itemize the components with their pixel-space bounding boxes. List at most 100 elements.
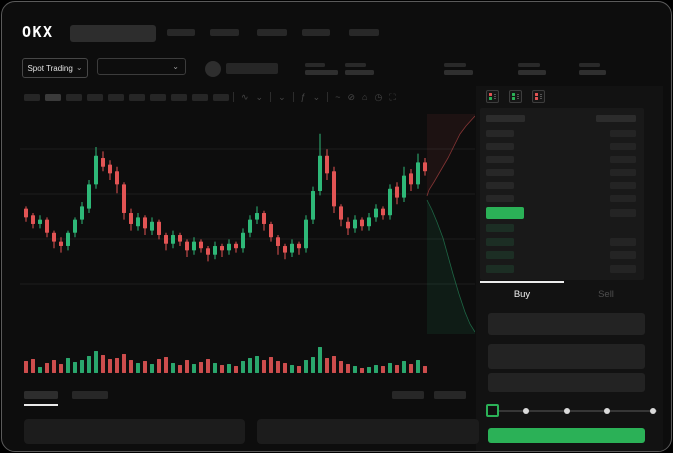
total-input[interactable] xyxy=(488,373,645,392)
timeframe-button-5[interactable] xyxy=(108,94,124,101)
stat-label-2 xyxy=(345,63,366,67)
tab-sell[interactable]: Sell xyxy=(564,287,648,302)
bid-row[interactable] xyxy=(486,238,514,246)
divider xyxy=(292,92,294,102)
stat-value-3 xyxy=(444,70,473,75)
candle-type-chevron-icon[interactable]: ⌄ xyxy=(255,91,264,102)
bid-amount xyxy=(610,251,636,259)
drawing-tools-icon[interactable]: ⊘ xyxy=(347,91,356,102)
stat-label-5 xyxy=(579,63,600,67)
snapshot-icon[interactable]: ⌂ xyxy=(362,92,368,102)
timeframe-button-10[interactable] xyxy=(213,94,229,101)
active-tab-indicator xyxy=(480,281,564,283)
timeframe-button-1[interactable] xyxy=(24,94,40,101)
bottom-action-2[interactable] xyxy=(434,391,466,399)
ask-amount xyxy=(610,195,636,202)
ask-row[interactable] xyxy=(486,169,514,176)
pair-name-placeholder xyxy=(226,63,278,74)
ask-row[interactable] xyxy=(486,195,514,202)
ask-row[interactable] xyxy=(486,143,514,150)
nav-item-3[interactable] xyxy=(257,29,287,36)
ask-amount xyxy=(610,169,636,176)
tab-buy[interactable]: Buy xyxy=(480,287,564,302)
timeframe-button-6[interactable] xyxy=(129,94,145,101)
timeframe-button-7[interactable] xyxy=(150,94,166,101)
ask-amount xyxy=(610,130,636,137)
ask-amount xyxy=(610,156,636,163)
candle-type-icon[interactable]: ∿ xyxy=(241,91,249,102)
bottom-tab-2[interactable] xyxy=(72,391,108,399)
bid-row[interactable] xyxy=(486,251,514,259)
book-amount-header xyxy=(596,115,636,122)
last-price-badge[interactable] xyxy=(486,207,524,219)
divider xyxy=(233,92,234,102)
slider-dot-50[interactable] xyxy=(564,408,570,414)
market-type-selector[interactable]: Spot Trading ⌄ xyxy=(22,58,88,78)
bottom-action-1[interactable] xyxy=(392,391,424,399)
bid-row[interactable] xyxy=(486,265,514,273)
compare-chevron-icon[interactable]: ⌄ xyxy=(278,91,286,102)
icon-bars xyxy=(489,93,492,100)
ask-row[interactable] xyxy=(486,130,514,137)
nav-item-1[interactable] xyxy=(167,29,195,36)
book-layout-asks-icon[interactable] xyxy=(532,90,545,103)
okx-logo[interactable]: OKX xyxy=(22,23,54,41)
ask-amount xyxy=(610,143,636,150)
bottom-tab-active-underline xyxy=(24,404,58,406)
slider-dot-100[interactable] xyxy=(650,408,656,414)
timeframe-button-3[interactable] xyxy=(66,94,82,101)
bottom-panel-left xyxy=(24,419,245,444)
amount-input[interactable] xyxy=(488,344,645,369)
chart-toolbar: ∿ ⌄ ⌄ ƒ ⌄ ~ ⊘ ⌂ ◷ ⛶ xyxy=(233,90,396,104)
fullscreen-icon[interactable]: ⛶ xyxy=(389,91,396,102)
bid-amount xyxy=(610,238,636,246)
stat-label-1 xyxy=(305,63,325,67)
divider xyxy=(327,92,329,102)
indicators-chevron-icon[interactable]: ⌄ xyxy=(312,91,321,102)
timeframe-button-4[interactable] xyxy=(87,94,103,101)
stat-value-5 xyxy=(579,70,606,75)
nav-item-2[interactable] xyxy=(210,29,239,36)
stat-label-3 xyxy=(444,63,466,67)
bottom-panel-right xyxy=(257,419,479,444)
history-clock-icon[interactable]: ◷ xyxy=(374,91,383,102)
stat-value-1 xyxy=(305,70,338,75)
stat-label-4 xyxy=(518,63,540,67)
pair-selector[interactable]: ⌄ xyxy=(97,58,186,75)
timeframe-button-8[interactable] xyxy=(171,94,187,101)
ask-amount xyxy=(610,182,636,189)
nav-item-5[interactable] xyxy=(349,29,379,36)
tab-buy-label: Buy xyxy=(513,289,531,300)
ask-row[interactable] xyxy=(486,156,514,163)
icon-bars xyxy=(512,93,515,100)
overlay-wave-icon[interactable]: ~ xyxy=(335,92,341,102)
price-input[interactable] xyxy=(488,313,645,335)
icon-bars xyxy=(535,93,538,100)
ask-row[interactable] xyxy=(486,182,514,189)
book-price-header xyxy=(486,115,525,122)
timeframe-button-2-active[interactable] xyxy=(45,94,61,101)
book-layout-both-icon[interactable] xyxy=(486,90,499,103)
last-price-amount xyxy=(610,209,636,217)
pair-logo-avatar xyxy=(205,61,221,77)
slider-dot-75[interactable] xyxy=(604,408,610,414)
timeframe-button-9[interactable] xyxy=(192,94,208,101)
chevron-down-icon: ⌄ xyxy=(172,61,179,71)
search-input[interactable] xyxy=(70,25,156,42)
bottom-tab-1-active[interactable] xyxy=(24,391,58,399)
stat-value-2 xyxy=(345,70,374,75)
price-chart[interactable] xyxy=(20,108,475,380)
tab-sell-label: Sell xyxy=(598,289,614,300)
order-book xyxy=(480,108,644,280)
percent-slider-track[interactable] xyxy=(492,410,657,412)
bid-row[interactable] xyxy=(486,224,514,232)
slider-dot-25[interactable] xyxy=(523,408,529,414)
bid-amount xyxy=(610,265,636,273)
percent-slider-handle[interactable] xyxy=(486,404,499,417)
buy-submit-button[interactable] xyxy=(488,428,645,443)
divider xyxy=(270,92,272,102)
nav-item-4[interactable] xyxy=(302,29,330,36)
book-layout-bids-icon[interactable] xyxy=(509,90,522,103)
indicators-icon[interactable]: ƒ xyxy=(300,92,306,102)
